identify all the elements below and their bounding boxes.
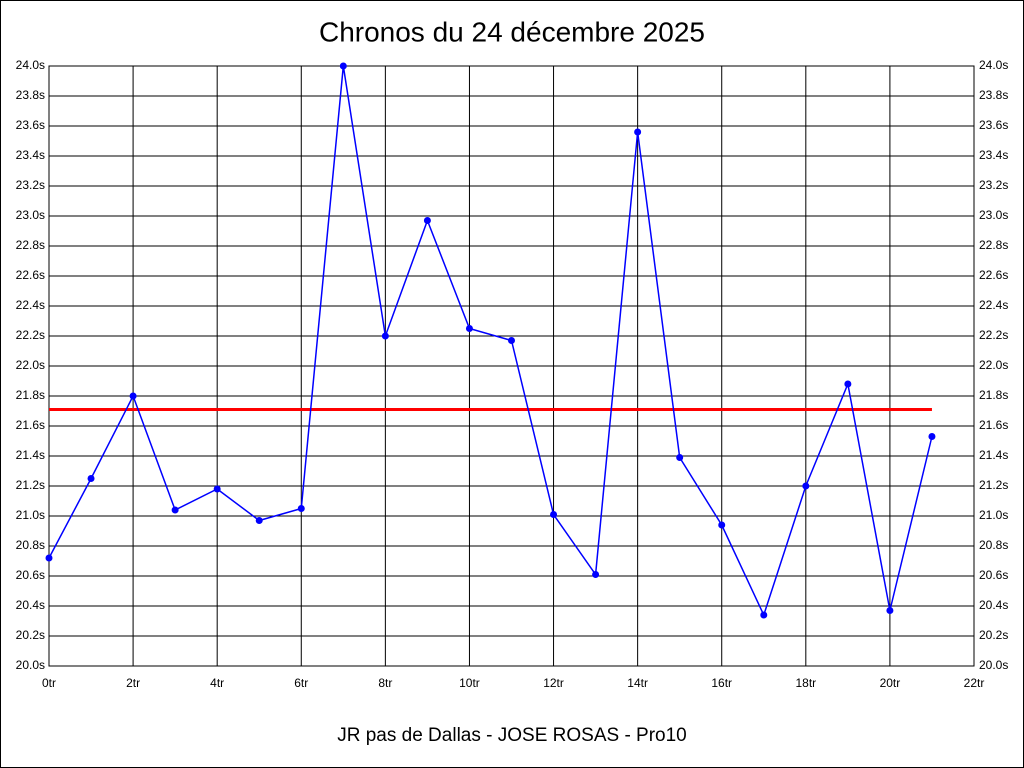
data-point [550, 511, 558, 518]
data-point [676, 454, 684, 461]
y-tick-label: 22.6s [16, 268, 45, 282]
y-tick-label: 23.0s [16, 208, 45, 222]
y2-tick-label: 20.0s [979, 658, 1008, 672]
y-tick-label: 23.6s [16, 118, 45, 132]
y2-tick-label: 22.8s [979, 238, 1008, 252]
y-tick-label: 20.6s [16, 568, 45, 582]
y2-tick-label: 24.0s [979, 58, 1008, 72]
data-point [928, 433, 936, 440]
series-line [48, 65, 933, 618]
data-point [634, 128, 642, 136]
y2-tick-label: 23.0s [979, 208, 1008, 222]
y-tick-label: 22.8s [16, 238, 45, 252]
y2-tick-label: 22.0s [979, 358, 1008, 372]
y2-tick-label: 22.6s [979, 268, 1008, 282]
y2-tick-label: 20.4s [979, 598, 1008, 612]
data-point [339, 62, 347, 70]
x-tick-label: 20tr [880, 676, 901, 690]
x-tick-label: 4tr [210, 676, 224, 690]
data-point [718, 521, 726, 529]
data-point [760, 611, 768, 619]
y2-tick-label: 23.8s [979, 88, 1008, 102]
data-point [381, 332, 389, 340]
y2-tick-label: 23.6s [979, 118, 1008, 132]
data-point [844, 380, 852, 388]
y-tick-label: 23.8s [16, 88, 45, 102]
y2-tick-label: 20.2s [979, 628, 1008, 642]
chart-footer: JR pas de Dallas - JOSE ROSAS - Pro10 [337, 725, 687, 746]
y-tick-label: 22.4s [16, 298, 45, 312]
y2-tick-label: 22.4s [979, 298, 1008, 312]
y2-tick-label: 21.2s [979, 478, 1008, 492]
y-tick-label: 21.6s [16, 418, 45, 432]
y-tick-label: 20.2s [16, 628, 45, 642]
y2-tick-label: 23.4s [979, 148, 1008, 162]
plot-border [48, 65, 975, 667]
x-tick-label: 8tr [378, 676, 392, 690]
data-point [886, 607, 894, 614]
y-tick-label: 20.8s [16, 538, 45, 552]
x-tick-label: 12tr [543, 676, 564, 690]
data-point [592, 571, 600, 578]
data-point [87, 475, 95, 482]
x-tick-label: 0tr [42, 676, 56, 690]
y2-tick-label: 21.0s [979, 508, 1008, 522]
data-point [255, 517, 263, 524]
y-tick-label: 24.0s [16, 58, 45, 72]
x-tick-label: 18tr [795, 676, 816, 690]
x-tick-label: 10tr [459, 676, 480, 690]
y-tick-label: 21.8s [16, 388, 45, 402]
y-tick-label: 23.2s [16, 178, 45, 192]
y-tick-label: 20.4s [16, 598, 45, 612]
x-tick-label: 16tr [711, 676, 732, 690]
y2-tick-label: 23.2s [979, 178, 1008, 192]
y-tick-label: 21.4s [16, 448, 45, 462]
y-tick-label: 21.2s [16, 478, 45, 492]
x-tick-label: 2tr [126, 676, 140, 690]
y2-tick-label: 21.4s [979, 448, 1008, 462]
y-tick-label: 22.2s [16, 328, 45, 342]
data-point [297, 505, 305, 512]
y-tick-label: 21.0s [16, 508, 45, 522]
y2-tick-label: 21.6s [979, 418, 1008, 432]
data-point [45, 554, 53, 562]
data-point [171, 506, 179, 514]
data-point [213, 485, 221, 493]
data-point [465, 325, 473, 332]
y-tick-label: 20.0s [16, 658, 45, 672]
x-tick-label: 14tr [627, 676, 648, 690]
x-tick-label: 22tr [964, 676, 985, 690]
chart-title: Chronos du 24 décembre 2025 [319, 16, 705, 47]
y2-tick-label: 20.8s [979, 538, 1008, 552]
data-point [508, 337, 515, 344]
y-tick-label: 22.0s [16, 358, 45, 372]
y-tick-label: 23.4s [16, 148, 45, 162]
data-point [423, 217, 431, 224]
x-tick-label: 6tr [294, 676, 308, 690]
y2-tick-label: 21.8s [979, 388, 1008, 402]
data-point [129, 392, 137, 400]
data-point [802, 482, 810, 490]
y2-tick-label: 20.6s [979, 568, 1008, 582]
y2-tick-label: 22.2s [979, 328, 1008, 342]
